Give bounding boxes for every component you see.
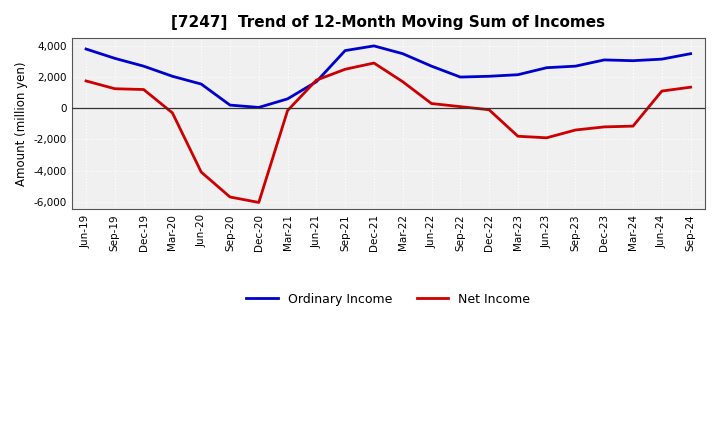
Ordinary Income	[197, 81, 205, 87]
Line: Net Income: Net Income	[86, 63, 690, 202]
Net Income	[485, 107, 493, 112]
Legend: Ordinary Income, Net Income: Ordinary Income, Net Income	[241, 288, 535, 311]
Net Income	[600, 124, 608, 129]
Net Income	[686, 84, 695, 90]
Ordinary Income	[427, 63, 436, 69]
Net Income	[513, 134, 522, 139]
Net Income	[629, 124, 637, 129]
Ordinary Income	[139, 63, 148, 69]
Net Income	[82, 78, 91, 84]
Net Income	[369, 60, 378, 66]
Ordinary Income	[312, 79, 320, 84]
Ordinary Income	[686, 51, 695, 56]
Net Income	[398, 79, 407, 84]
Net Income	[139, 87, 148, 92]
Ordinary Income	[629, 58, 637, 63]
Net Income	[168, 110, 176, 116]
Net Income	[427, 101, 436, 106]
Net Income	[312, 77, 320, 83]
Ordinary Income	[600, 57, 608, 62]
Y-axis label: Amount (million yen): Amount (million yen)	[15, 62, 28, 186]
Line: Ordinary Income: Ordinary Income	[86, 46, 690, 107]
Ordinary Income	[485, 73, 493, 79]
Ordinary Income	[254, 105, 263, 110]
Net Income	[225, 194, 234, 200]
Ordinary Income	[82, 46, 91, 51]
Net Income	[456, 104, 464, 109]
Ordinary Income	[398, 51, 407, 56]
Net Income	[571, 127, 580, 132]
Ordinary Income	[456, 74, 464, 80]
Ordinary Income	[111, 56, 120, 61]
Ordinary Income	[657, 56, 666, 62]
Net Income	[111, 86, 120, 92]
Net Income	[657, 88, 666, 94]
Ordinary Income	[369, 43, 378, 48]
Net Income	[542, 135, 551, 140]
Ordinary Income	[168, 73, 176, 79]
Ordinary Income	[571, 63, 580, 69]
Net Income	[283, 108, 292, 113]
Title: [7247]  Trend of 12-Month Moving Sum of Incomes: [7247] Trend of 12-Month Moving Sum of I…	[171, 15, 606, 30]
Ordinary Income	[513, 72, 522, 77]
Net Income	[341, 66, 349, 72]
Ordinary Income	[225, 103, 234, 108]
Ordinary Income	[341, 48, 349, 53]
Ordinary Income	[283, 96, 292, 102]
Net Income	[254, 200, 263, 205]
Net Income	[197, 169, 205, 175]
Ordinary Income	[542, 65, 551, 70]
